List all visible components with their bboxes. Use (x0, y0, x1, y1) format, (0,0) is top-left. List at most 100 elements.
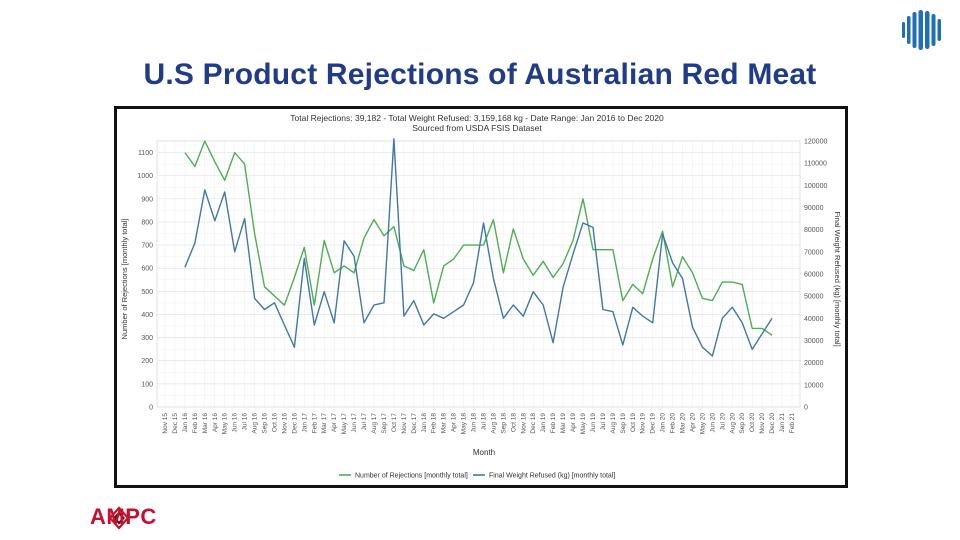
x-tick-label: May 20 (699, 413, 706, 435)
y2-tick-label: 20000 (804, 360, 824, 367)
chart-title: Total Rejections: 39,182 - Total Weight … (290, 113, 664, 123)
x-tick-label: Oct 19 (630, 413, 637, 433)
y-tick-label: 300 (141, 335, 153, 342)
x-tick-label: Aug 19 (610, 413, 617, 434)
x-tick-label: Aug 17 (371, 413, 378, 434)
x-tick-label: May 19 (580, 413, 587, 435)
x-tick-label: Sep 20 (739, 413, 746, 434)
y2-tick-label: 90000 (804, 205, 824, 212)
x-tick-label: Nov 20 (759, 413, 766, 434)
x-tick-label: Oct 17 (391, 413, 398, 433)
x-tick-label: Jun 19 (590, 413, 597, 433)
x-tick-label: May 16 (222, 413, 229, 435)
x-tick-label: Apr 18 (451, 413, 458, 433)
grid (156, 140, 801, 408)
x-tick-label: Jan 20 (660, 413, 667, 433)
x-tick-label: Jul 18 (480, 413, 487, 431)
x-tick-label: Mar 20 (680, 413, 687, 434)
x-tick-label: Sep 17 (381, 413, 388, 434)
legend: Number of Rejections [monthly total] Fina… (339, 473, 615, 480)
y-tick-label: 200 (141, 358, 153, 365)
x-tick-label: Apr 16 (212, 413, 219, 433)
y2-tick-label: 40000 (804, 316, 824, 323)
x-tick-label: Mar 18 (441, 413, 448, 434)
series-line-2 (184, 138, 773, 357)
x-tick-label: Jul 20 (719, 413, 726, 431)
x-tick-label: Oct 18 (510, 413, 517, 433)
line-chart: Total Rejections: 39,182 - Total Weight … (120, 113, 842, 480)
x-axis-label: Month (473, 448, 495, 457)
y2-tick-label: 60000 (804, 272, 824, 279)
x-tick-label: Nov 15 (162, 413, 169, 434)
x-tick-label: Mar 19 (560, 413, 567, 434)
series-line-1 (184, 140, 773, 336)
chart-panel: Total Rejections: 39,182 - Total Weight … (114, 106, 848, 488)
x-tick-label: Dec 20 (769, 413, 776, 434)
x-tick-label: Jun 16 (232, 413, 239, 433)
x-tick-label: Jun 17 (351, 413, 358, 433)
x-tick-label: Sep 18 (500, 413, 507, 434)
y2-tick-label: 50000 (804, 294, 824, 301)
x-tick-label: Aug 20 (729, 413, 736, 434)
x-tick-label: Oct 20 (749, 413, 756, 433)
x-tick-label: Jan 16 (182, 413, 189, 433)
y-tick-label: 1100 (138, 150, 153, 157)
plot-area (156, 140, 801, 408)
x-tick-label: Feb 18 (431, 413, 438, 434)
x-tick-label: Apr 20 (689, 413, 696, 433)
x-tick-label: Jul 16 (242, 413, 249, 431)
x-tick-label: Sep 16 (262, 413, 269, 434)
y2-tick-label: 70000 (804, 249, 824, 256)
x-tick-label: Jan 21 (779, 413, 786, 433)
x-tick-label: Dec 16 (291, 413, 298, 434)
x-tick-label: Jan 17 (301, 413, 308, 433)
x-tick-label: Dec 17 (411, 413, 418, 434)
x-tick-label: Apr 19 (570, 413, 577, 433)
x-tick-label: Sep 19 (620, 413, 627, 434)
y-tick-label: 0 (149, 405, 153, 412)
x-tick-label: Dec 19 (650, 413, 657, 434)
y-tick-label: 400 (141, 312, 153, 319)
y2-tick-label: 110000 (804, 161, 827, 168)
x-tick-label: Apr 17 (331, 413, 338, 433)
x-tick-label: Nov 16 (281, 413, 288, 434)
slide-title: U.S Product Rejections of Australian Red… (143, 58, 817, 91)
chart-subtitle: Sourced from USDA FSIS Dataset (412, 123, 542, 133)
x-tick-label: Nov 19 (640, 413, 647, 434)
y-tick-label: 900 (141, 196, 153, 203)
x-tick-label: Jan 18 (421, 413, 428, 433)
y2-tick-label: 30000 (804, 338, 824, 345)
series (184, 138, 773, 357)
x-tick-label: Jul 17 (361, 413, 368, 431)
x-tick-label: Oct 16 (271, 413, 278, 433)
globe-icon (902, 10, 941, 50)
ampc-logo-text: AMPC (90, 504, 157, 529)
x-tick-label: May 18 (461, 413, 468, 435)
y-tick-label: 600 (141, 266, 153, 273)
x-tick-label: Jun 18 (471, 413, 478, 433)
x-tick-label: Dec 18 (530, 413, 537, 434)
x-tick-label: Nov 17 (401, 413, 408, 434)
ampc-diamond-icon (108, 506, 130, 530)
axes: 0 100 200 300 400 500 600 700 800 900 1000 1100 0 100… (137, 139, 827, 435)
x-tick-label: Feb 19 (550, 413, 557, 434)
x-tick-label: Aug 16 (252, 413, 259, 434)
y-tick-label: 800 (141, 219, 153, 226)
x-tick-label: Feb 21 (789, 413, 796, 434)
x-tick-label: Nov 18 (520, 413, 527, 434)
y2-axis-label: Final Weight Refused (kg) [monthly total… (833, 211, 842, 346)
legend-label: Final Weight Refused (kg) [monthly total… (489, 473, 615, 480)
x-tick-label: Jun 20 (709, 413, 716, 433)
legend-label: Number of Rejections [monthly total] (355, 473, 468, 480)
x-tick-label: Feb 20 (670, 413, 677, 434)
y-tick-label: 100 (141, 381, 153, 388)
y2-tick-label: 100000 (804, 183, 827, 190)
x-tick-label: Mar 16 (202, 413, 209, 434)
y2-tick-label: 10000 (804, 382, 824, 389)
x-tick-label: Aug 18 (490, 413, 497, 434)
x-tick-label: Jan 19 (540, 413, 547, 433)
y2-tick-label: 120000 (804, 139, 827, 146)
y2-tick-label: 80000 (804, 227, 824, 234)
y-tick-label: 700 (141, 243, 153, 250)
y-tick-label: 500 (141, 289, 153, 296)
